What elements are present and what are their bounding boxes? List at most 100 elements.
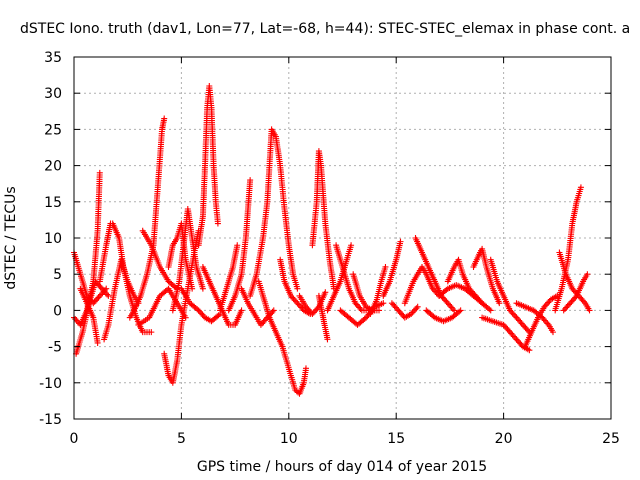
data-point <box>291 297 298 304</box>
data-point <box>550 329 557 336</box>
data-point <box>294 300 301 307</box>
data-point <box>510 333 517 340</box>
data-point <box>382 263 389 270</box>
data-point <box>584 271 591 278</box>
data-point <box>508 330 515 337</box>
data-point <box>456 308 463 315</box>
data-point <box>161 115 168 122</box>
chart-title: dSTEC Iono. truth (dav1, Lon=77, Lat=-68… <box>20 21 630 37</box>
data-point <box>148 329 155 336</box>
data-point <box>72 316 79 323</box>
data-point <box>487 307 494 314</box>
data-point <box>261 317 268 324</box>
data-point <box>545 299 552 306</box>
data-point <box>214 220 221 227</box>
data-point <box>519 321 526 328</box>
data-point <box>303 303 309 310</box>
data-point <box>586 307 593 314</box>
y-tick-label: 5 <box>53 267 62 283</box>
data-point <box>294 285 301 292</box>
data-point <box>96 169 103 176</box>
data-point <box>348 242 355 249</box>
data-point <box>302 365 309 372</box>
data-point <box>391 303 398 310</box>
x-tick-label: 25 <box>602 431 620 447</box>
data-point <box>376 307 383 314</box>
data-point <box>104 291 111 298</box>
data-point <box>238 307 245 314</box>
data-point <box>449 306 456 312</box>
data-point <box>503 324 510 331</box>
data-point <box>509 310 516 317</box>
data-point <box>512 313 519 320</box>
data-point <box>94 339 101 346</box>
data-point <box>408 311 415 317</box>
data-point <box>569 285 576 292</box>
data-point <box>94 295 101 302</box>
data-point <box>442 297 449 304</box>
data-point <box>234 242 241 249</box>
data-point <box>96 292 103 299</box>
y-tick-label: 35 <box>44 50 62 66</box>
data-point <box>101 288 108 295</box>
data-point <box>500 321 507 328</box>
data-point <box>357 306 364 312</box>
data-point <box>380 300 387 307</box>
data-point <box>543 319 550 325</box>
data-point <box>352 300 359 307</box>
data-point <box>247 177 254 184</box>
data-point <box>563 304 570 311</box>
data-point <box>447 303 454 310</box>
data-point <box>496 300 503 307</box>
x-tick-label: 5 <box>177 431 186 447</box>
data-point <box>513 336 520 343</box>
data-point <box>270 307 277 314</box>
data-point <box>486 306 493 313</box>
data-point <box>199 285 206 292</box>
x-tick-label: 0 <box>70 431 79 447</box>
data-point <box>182 314 189 321</box>
data-point <box>312 308 318 315</box>
data-point <box>361 315 368 322</box>
data-point <box>413 305 420 312</box>
data-point <box>397 238 404 245</box>
y-tick-label: 30 <box>44 86 62 102</box>
data-point <box>324 336 331 343</box>
y-tick-label: 25 <box>44 122 62 138</box>
data-point <box>189 285 196 292</box>
x-axis-label: GPS time / hours of day 014 of year 2015 <box>197 459 487 475</box>
x-tick-label: 15 <box>387 431 405 447</box>
data-point <box>414 303 421 310</box>
x-tick-labels: 0 5 10 15 20 25 <box>70 431 620 447</box>
y-axis-label: dSTEC / TECUs <box>3 186 19 289</box>
x-tick-label: 20 <box>495 431 513 447</box>
y-tick-label: 15 <box>44 195 62 211</box>
y-tick-label: -15 <box>39 412 62 428</box>
data-point <box>98 285 105 292</box>
data-point <box>429 285 436 292</box>
data-point <box>457 307 464 314</box>
data-point <box>195 307 202 314</box>
y-tick-label: 20 <box>44 159 62 175</box>
data-point <box>432 288 439 295</box>
x-tick-label: 10 <box>280 431 298 447</box>
y-tick-label: 0 <box>53 303 62 319</box>
data-point <box>568 298 575 305</box>
data-point <box>388 300 395 307</box>
data-point <box>395 307 402 314</box>
data-point <box>522 324 529 331</box>
data-point <box>322 289 329 296</box>
data-point <box>542 302 549 309</box>
data-point <box>526 347 533 354</box>
data-point <box>514 316 521 323</box>
y-tick-label: 10 <box>44 231 62 247</box>
y-tick-label: -10 <box>39 376 62 392</box>
data-point <box>577 184 584 191</box>
data-point <box>194 306 201 313</box>
data-point <box>105 292 112 299</box>
data-points <box>71 83 593 397</box>
data-point <box>410 308 417 315</box>
axis-ticks <box>73 56 612 420</box>
data-point <box>289 294 296 301</box>
